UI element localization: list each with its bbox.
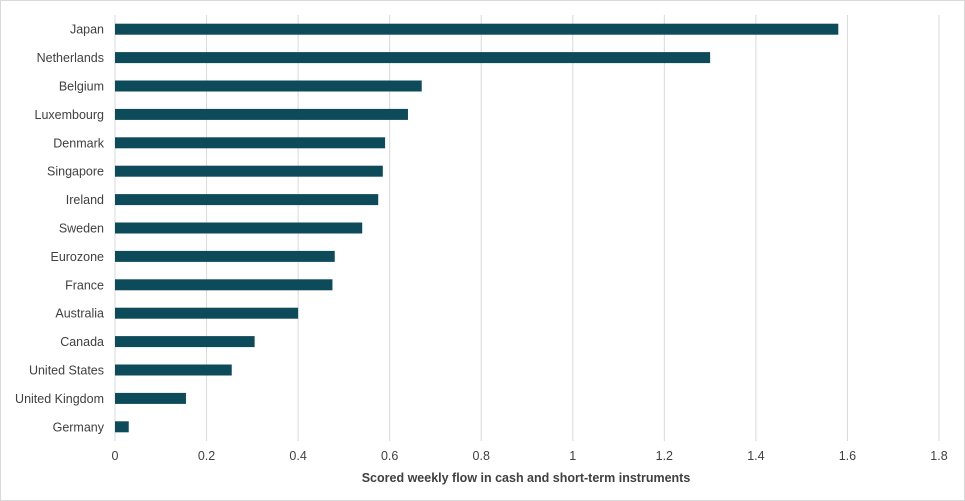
bar (115, 80, 422, 92)
x-tick-label: 1.8 (930, 449, 947, 463)
bars (115, 23, 839, 433)
bar (115, 137, 386, 149)
x-tick-label: 1.6 (839, 449, 856, 463)
bar (115, 336, 255, 348)
bar (115, 52, 711, 64)
category-label: Australia (55, 307, 104, 321)
x-tick-label: 1 (569, 449, 576, 463)
category-label: Sweden (59, 222, 104, 236)
bar (115, 421, 129, 433)
category-label: Singapore (47, 165, 104, 179)
bar (115, 364, 232, 376)
bar (115, 194, 379, 206)
bar (115, 108, 408, 120)
category-label: Denmark (53, 136, 104, 150)
x-axis-title: Scored weekly flow in cash and short-ter… (362, 471, 691, 485)
x-tick-labels: 0 0.2 0.4 0.6 0.8 1 1.2 1.4 1.6 1.8 (112, 449, 948, 463)
x-tick-label: 0 (112, 449, 119, 463)
bar (115, 165, 383, 177)
bar (115, 222, 363, 234)
x-tick-label: 0.2 (198, 449, 215, 463)
bar (115, 23, 839, 35)
bar (115, 307, 299, 319)
category-label: Belgium (59, 80, 104, 94)
x-tick-label: 1.4 (747, 449, 764, 463)
category-label: United Kingdom (15, 392, 104, 406)
bar (115, 392, 186, 404)
category-label: Canada (60, 335, 104, 349)
category-label: United States (29, 364, 104, 378)
x-tick-label: 0.8 (473, 449, 490, 463)
bar (115, 250, 335, 262)
x-tick-label: 0.4 (289, 449, 306, 463)
category-label: Eurozone (50, 250, 104, 264)
category-label: Luxembourg (35, 108, 105, 122)
category-label: Netherlands (37, 51, 104, 65)
category-label: Japan (70, 23, 104, 37)
category-labels: Japan Netherlands Belgium Luxembourg Denmark… (15, 23, 105, 435)
x-tick-label: 0.6 (381, 449, 398, 463)
category-label: Germany (53, 420, 105, 434)
category-label: France (65, 278, 104, 292)
x-tick-label: 1.2 (656, 449, 673, 463)
bar (115, 279, 333, 291)
category-label: Ireland (66, 193, 104, 207)
